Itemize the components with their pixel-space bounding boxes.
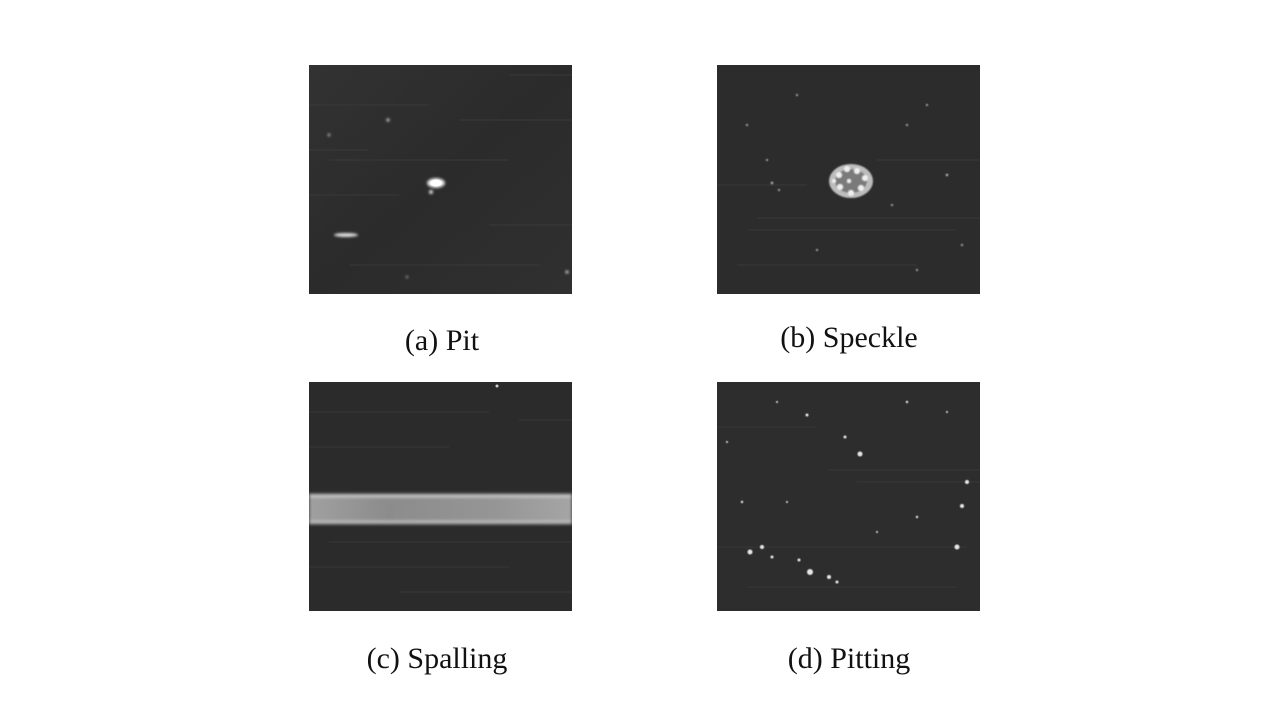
pitting-caption: (d) Pitting [787, 642, 911, 675]
spalling-caption: (c) Spalling [366, 642, 508, 675]
pitting-defect-image [717, 382, 980, 611]
speckle-defect-image [717, 65, 980, 294]
pit-defect-image [309, 65, 572, 294]
speckle-caption: (b) Speckle [780, 321, 918, 354]
spalling-defect-image [309, 382, 572, 611]
pit-caption: (a) Pit [404, 324, 480, 357]
